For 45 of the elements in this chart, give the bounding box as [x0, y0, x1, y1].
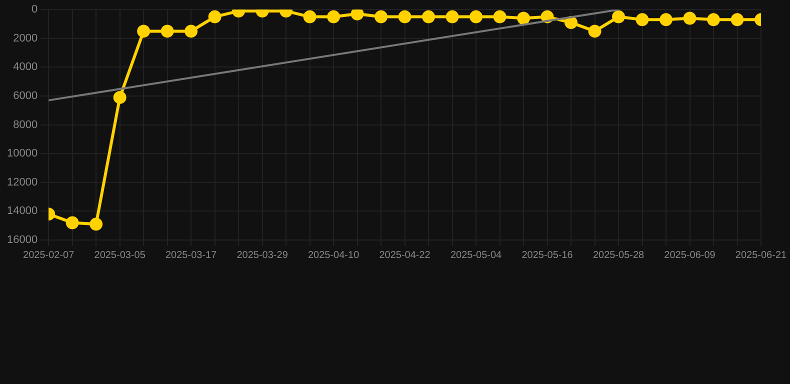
y-tick-label: 12000	[6, 176, 38, 188]
x-tick-label: 2025-06-21	[735, 250, 788, 261]
x-tick-label: 2025-02-07	[23, 250, 75, 261]
point	[374, 10, 388, 24]
y-tick-label: 0	[31, 4, 38, 16]
x-tick-label: 2025-03-17	[165, 250, 218, 261]
point	[612, 10, 626, 24]
point	[422, 10, 436, 24]
point	[184, 24, 198, 38]
y-tick-label: 4000	[13, 61, 38, 74]
y-tick-label: 6000	[13, 90, 38, 102]
x-tick-label: 2025-05-28	[592, 250, 645, 261]
x-tick-label: 2025-05-04	[450, 250, 502, 261]
y-tick-label: 16000	[6, 234, 38, 246]
x-tick-label: 2025-04-10	[308, 250, 360, 261]
point	[208, 10, 222, 24]
point	[137, 24, 150, 38]
y-tick-label: 10000	[6, 148, 38, 160]
point	[517, 12, 530, 25]
point	[90, 218, 103, 231]
point	[303, 10, 316, 24]
point	[470, 10, 483, 24]
point	[160, 24, 174, 38]
point	[683, 12, 696, 25]
point	[636, 13, 649, 26]
y-tick-label: 2000	[13, 32, 38, 44]
point	[350, 10, 364, 20]
y-tick-label: 8000	[13, 118, 38, 131]
x-tick-label: 2025-05-16	[522, 250, 574, 261]
point	[113, 90, 126, 104]
point	[564, 16, 578, 30]
x-tick-label: 2025-06-09	[664, 250, 716, 261]
point	[66, 216, 79, 230]
point	[730, 13, 744, 26]
point	[660, 13, 673, 26]
x-tick-label: 2025-04-22	[379, 250, 431, 261]
point	[493, 10, 506, 24]
point	[398, 10, 412, 24]
x-tick-label: 2025-03-05	[94, 250, 146, 261]
point	[588, 24, 602, 38]
y-tick-label: 14000	[6, 205, 38, 218]
point	[327, 10, 340, 24]
point	[446, 10, 459, 24]
point	[707, 13, 720, 26]
x-tick-label: 2025-03-29	[236, 250, 288, 261]
